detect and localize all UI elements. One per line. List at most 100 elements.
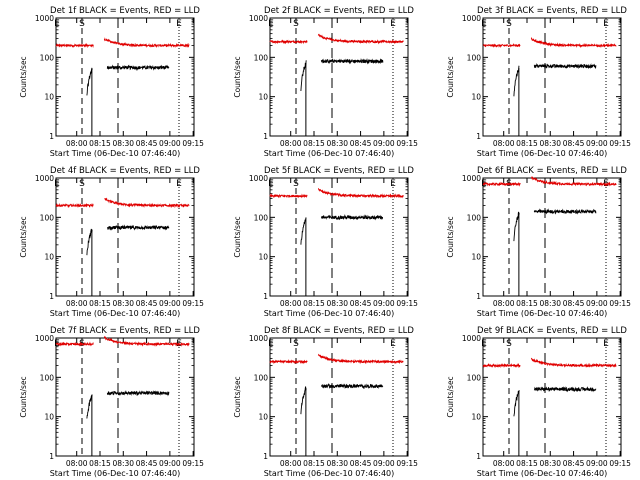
x-tick-label: 09:00: [586, 139, 608, 148]
x-tick-label: 08:15: [516, 459, 538, 468]
plot-frame: [55, 17, 195, 137]
x-tick-label: 09:00: [159, 459, 181, 468]
y-tick-label: 1: [49, 292, 54, 301]
panel-2: Det 2f BLACK = Events, RED = LLD 1 10 100 10…: [233, 6, 418, 158]
y-tick-label: 1: [476, 452, 481, 461]
x-axis-label: Start Time (06-Dec-10 07:46:40): [50, 149, 181, 158]
y-tick-label: 100: [467, 213, 482, 222]
y-tick-label: 1: [49, 452, 54, 461]
series-events-line: [300, 383, 384, 415]
panel-6: Det 6f BLACK = Events, RED = LLD 1 10 100 10…: [446, 166, 631, 318]
x-tick-label: 08:45: [136, 139, 158, 148]
series-lld-line: [269, 353, 404, 365]
series-lld-line: [55, 335, 190, 347]
x-tick-label: 08:00: [66, 299, 88, 308]
x-tick-label: 08:45: [350, 139, 372, 148]
marker-label: E: [268, 339, 274, 349]
y-axis-label: Counts/sec: [19, 376, 28, 417]
x-tick-label: 08:30: [539, 139, 561, 148]
y-tick-label: 10: [258, 253, 268, 262]
x-tick-label: 09:15: [396, 459, 418, 468]
series-events-line: [300, 214, 384, 245]
plot-frame: [269, 337, 409, 457]
marker-label: E: [54, 179, 60, 189]
x-tick-label: 09:15: [182, 299, 204, 308]
panel-8: Det 8f BLACK = Events, RED = LLD 1 10 100 10…: [233, 326, 418, 478]
marker-label: S: [293, 339, 299, 349]
y-axis-label: Counts/sec: [446, 56, 455, 97]
marker-label: S: [506, 339, 512, 349]
x-tick-label: 08:45: [136, 299, 158, 308]
y-tick-label: 10: [258, 93, 268, 102]
y-tick-label: 10: [471, 413, 481, 422]
y-tick-label: 100: [467, 373, 482, 382]
x-tick-label: 09:15: [609, 299, 631, 308]
marker-label: S: [506, 19, 512, 29]
marker-label: S: [293, 19, 299, 29]
x-tick-label: 08:30: [326, 459, 348, 468]
x-tick-label: 08:45: [350, 459, 372, 468]
marker-label: E: [176, 179, 182, 189]
y-tick-label: 10: [44, 413, 54, 422]
y-tick-label: 1: [263, 132, 268, 141]
x-tick-label: 09:00: [586, 299, 608, 308]
series-events-line: [300, 58, 384, 92]
y-tick-label: 100: [467, 53, 482, 62]
y-tick-label: 10: [44, 93, 54, 102]
plot-frame: [482, 177, 622, 297]
y-axis-label: Counts/sec: [233, 376, 242, 417]
x-tick-label: 08:15: [89, 139, 111, 148]
y-tick-label: 1000: [462, 334, 481, 343]
y-tick-label: 1000: [35, 174, 54, 183]
x-axis-label: Start Time (06-Dec-10 07:46:40): [264, 149, 395, 158]
panel-title: Det 5f BLACK = Events, RED = LLD: [264, 166, 414, 176]
y-tick-label: 1000: [462, 174, 481, 183]
x-axis-label: Start Time (06-Dec-10 07:46:40): [477, 469, 608, 478]
y-tick-label: 1000: [35, 334, 54, 343]
x-tick-label: 08:45: [136, 459, 158, 468]
series-events-line: [513, 386, 597, 417]
x-tick-label: 08:30: [539, 299, 561, 308]
plot-frame: [269, 17, 409, 137]
panel-1: Det 1f BLACK = Events, RED = LLD 1 10 100 10…: [19, 6, 204, 158]
y-tick-label: 1: [476, 132, 481, 141]
series-events-line: [86, 64, 170, 96]
x-axis-label: Start Time (06-Dec-10 07:46:40): [50, 309, 181, 318]
marker-label: E: [268, 19, 274, 29]
marker-label: E: [603, 19, 609, 29]
x-tick-label: 08:15: [303, 299, 325, 308]
x-tick-label: 08:15: [89, 459, 111, 468]
y-tick-label: 1: [476, 292, 481, 301]
marker-label: E: [390, 19, 396, 29]
x-tick-label: 09:15: [609, 459, 631, 468]
y-axis-label: Counts/sec: [446, 216, 455, 257]
x-tick-label: 08:45: [350, 299, 372, 308]
panel-title: Det 3f BLACK = Events, RED = LLD: [477, 6, 627, 16]
y-tick-label: 1000: [462, 14, 481, 23]
x-tick-label: 08:30: [539, 459, 561, 468]
marker-label: S: [293, 179, 299, 189]
series-events-line: [86, 224, 170, 256]
y-tick-label: 1000: [249, 174, 268, 183]
y-tick-label: 1000: [249, 14, 268, 23]
y-tick-label: 10: [471, 93, 481, 102]
y-tick-label: 1000: [35, 14, 54, 23]
x-tick-label: 09:00: [373, 459, 395, 468]
series-events-line: [86, 389, 170, 419]
x-tick-label: 09:15: [609, 139, 631, 148]
x-tick-label: 08:00: [493, 299, 515, 308]
plot-frame: [55, 177, 195, 297]
x-tick-label: 08:00: [66, 139, 88, 148]
y-tick-label: 1000: [249, 334, 268, 343]
y-tick-label: 10: [471, 253, 481, 262]
series-lld-line: [482, 357, 617, 369]
panel-title: Det 1f BLACK = Events, RED = LLD: [50, 6, 200, 16]
x-tick-label: 09:15: [396, 299, 418, 308]
y-tick-label: 10: [258, 413, 268, 422]
marker-label: S: [79, 179, 85, 189]
x-tick-label: 08:15: [303, 139, 325, 148]
series-lld-line: [269, 187, 404, 199]
x-tick-label: 08:30: [112, 299, 134, 308]
marker-label: E: [481, 339, 487, 349]
